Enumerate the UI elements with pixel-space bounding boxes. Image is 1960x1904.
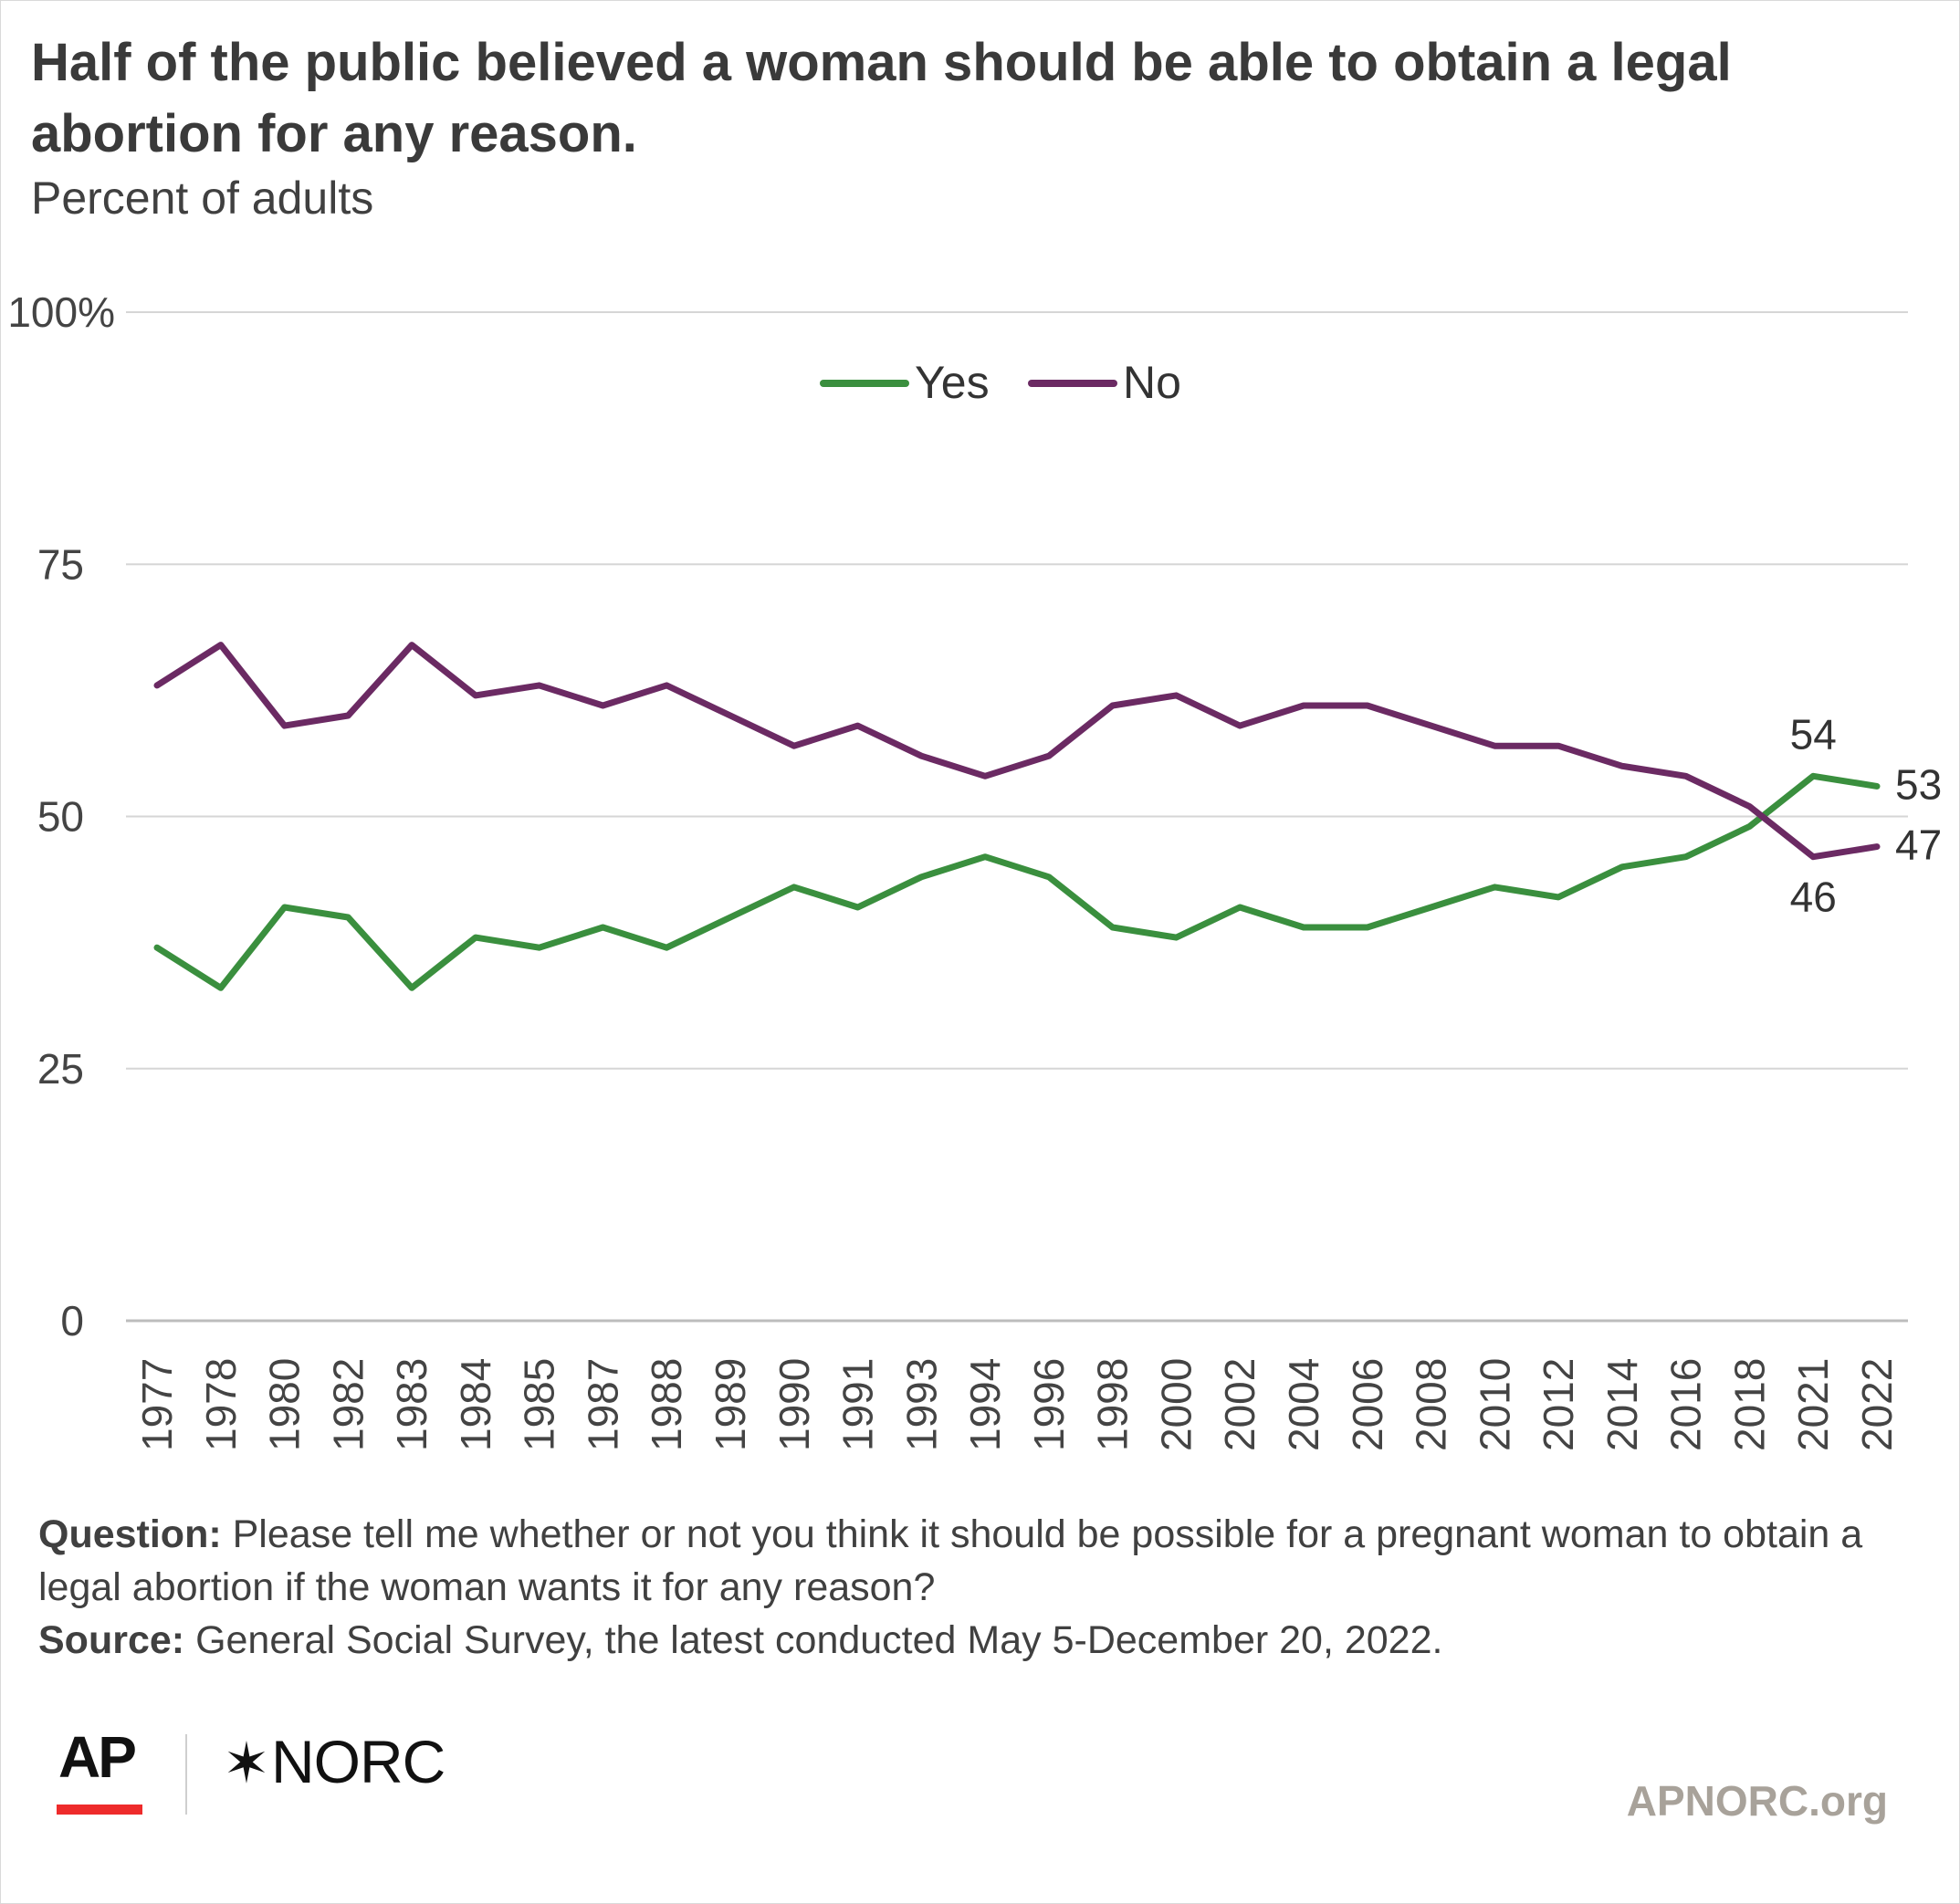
logo-divider: [185, 1734, 187, 1815]
x-tick-label: 1985: [516, 1358, 563, 1451]
series-line-yes: [153, 772, 1881, 991]
x-tick-label: 1994: [961, 1358, 1009, 1451]
data-label: 53: [1895, 760, 1942, 808]
x-tick-label: 1993: [897, 1358, 945, 1451]
line-chart: 0 25 50 75 100% 1977 1978 1980 1982 1983 1984 1985…: [7, 288, 1943, 1451]
x-tick-label: 2016: [1662, 1358, 1710, 1451]
x-tick-label: 1983: [388, 1358, 435, 1451]
data-label: 46: [1790, 874, 1837, 921]
site-link[interactable]: APNORC.org: [1626, 1777, 1888, 1825]
legend: Yes No: [820, 357, 1181, 408]
x-tick-label: 1977: [133, 1358, 181, 1451]
x-tick-label: 1998: [1089, 1358, 1137, 1451]
ap-logo-underline: [57, 1805, 142, 1815]
x-tick-label: 1991: [834, 1358, 882, 1451]
data-label: 47: [1895, 821, 1942, 869]
x-axis-tick-labels: 1977 1978 1980 1982 1983 1984 1985 1987 1988 1989…: [133, 1358, 1901, 1451]
x-tick-label: 2012: [1535, 1358, 1582, 1451]
data-labels: 54 53 46 47: [1790, 710, 1943, 920]
x-tick-label: 1978: [197, 1358, 245, 1451]
x-tick-label: 1987: [579, 1358, 626, 1451]
x-tick-label: 2004: [1280, 1358, 1327, 1451]
x-tick-label: 2022: [1853, 1358, 1901, 1451]
chart-title: Half of the public believed a woman shou…: [31, 33, 1732, 163]
y-tick-label: 0: [60, 1297, 84, 1344]
x-tick-label: 1984: [452, 1358, 499, 1451]
series-lines: [153, 642, 1881, 991]
question-note: Question: Please tell me whether or not …: [38, 1508, 1919, 1614]
x-tick-label: 1988: [643, 1358, 690, 1451]
y-tick-label: 50: [37, 793, 84, 841]
x-tick-label: 1990: [770, 1358, 818, 1451]
x-tick-label: 2002: [1216, 1358, 1263, 1451]
norc-logo-text: NORC: [270, 1728, 445, 1795]
x-tick-label: 1980: [261, 1358, 309, 1451]
y-axis-tick-labels: 0 25 50 75 100%: [7, 288, 115, 1344]
x-tick-label: 1989: [707, 1358, 754, 1451]
norc-star-icon: ✶: [223, 1732, 270, 1795]
chart-subtitle: Percent of adults: [31, 173, 374, 224]
x-tick-label: 2008: [1408, 1358, 1455, 1451]
x-tick-label: 2018: [1725, 1358, 1773, 1451]
ap-logo: AP: [58, 1724, 137, 1790]
source-note: Source: General Social Survey, the lates…: [38, 1614, 1919, 1667]
question-text: Please tell me whether or not you think …: [38, 1512, 1863, 1609]
legend-label-no: No: [1123, 357, 1181, 408]
x-tick-label: 2010: [1471, 1358, 1518, 1451]
gridlines: [126, 311, 1908, 1323]
source-label: Source:: [38, 1618, 185, 1662]
legend-label-yes: Yes: [915, 357, 990, 408]
series-line-no: [153, 642, 1881, 861]
x-tick-label: 2014: [1598, 1358, 1646, 1451]
question-label: Question:: [38, 1512, 222, 1556]
norc-logo: ✶NORC: [223, 1727, 445, 1796]
x-tick-label: 2021: [1789, 1358, 1837, 1451]
x-tick-label: 1996: [1025, 1358, 1073, 1451]
y-tick-label: 25: [37, 1045, 84, 1093]
data-label: 54: [1790, 710, 1837, 758]
x-tick-label: 2000: [1152, 1358, 1200, 1451]
footnote: Question: Please tell me whether or not …: [38, 1508, 1919, 1667]
x-tick-label: 2006: [1344, 1358, 1391, 1451]
x-tick-label: 1982: [324, 1358, 372, 1451]
y-tick-label: 75: [37, 540, 84, 588]
y-tick-label: 100%: [7, 288, 115, 336]
source-text: General Social Survey, the latest conduc…: [195, 1618, 1443, 1662]
